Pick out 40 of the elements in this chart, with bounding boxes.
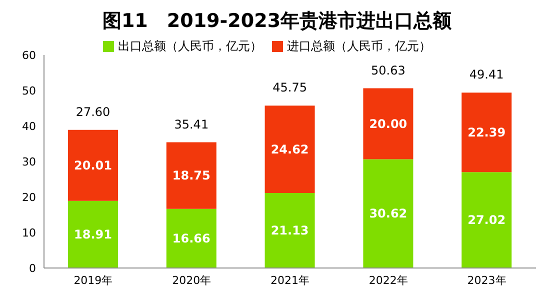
bar — [68, 200, 118, 268]
data-label: 21.13 — [270, 223, 309, 238]
bar — [264, 106, 315, 193]
y-tick-label: 60 — [22, 48, 36, 62]
data-label: 20.01 — [74, 158, 112, 172]
data-label: 24.62 — [270, 142, 309, 156]
annotation: 45.75 — [272, 80, 307, 95]
legend-label: 进口总额（人民币，亿元） — [287, 39, 431, 53]
chart-title: 图11 2019-2023年贵港市进出口总额 — [101, 9, 453, 34]
x-tick-label: 2021年 — [270, 274, 310, 287]
annotation: 49.41 — [469, 68, 504, 82]
y-tick-label: 30 — [22, 155, 36, 168]
bar — [68, 130, 118, 201]
annotation: 50.63 — [371, 63, 406, 78]
data-label: 16.66 — [172, 231, 210, 246]
data-label: 18.75 — [172, 168, 210, 183]
x-tick-label: 2019年 — [74, 274, 113, 287]
y-tick-label: 20 — [22, 190, 36, 204]
x-tick-label: 2020年 — [172, 274, 212, 287]
bar — [166, 208, 216, 268]
y-tick-label: 50 — [22, 84, 36, 98]
bar — [166, 142, 216, 209]
data-label: 18.91 — [74, 227, 112, 242]
data-label: 20.00 — [369, 116, 408, 131]
data-label: 22.39 — [468, 125, 506, 140]
y-tick-label: 10 — [22, 226, 36, 240]
data-label: 27.02 — [468, 213, 506, 228]
bar — [462, 172, 512, 268]
y-tick-label: 40 — [22, 120, 36, 133]
annotation: 27.60 — [76, 104, 110, 119]
y-tick-label: 0 — [29, 262, 36, 275]
data-label: 30.62 — [369, 206, 408, 221]
bar — [264, 192, 315, 268]
x-tick-label: 2023年 — [467, 274, 506, 287]
legend-label: 出口总额（人民币，亿元） — [118, 39, 262, 53]
bar — [363, 88, 414, 160]
bar — [363, 159, 414, 268]
bar — [462, 92, 512, 172]
x-tick-label: 2022年 — [368, 274, 408, 287]
annotation: 35.41 — [174, 117, 209, 132]
